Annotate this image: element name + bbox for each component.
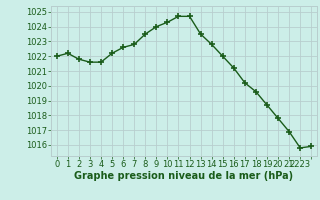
X-axis label: Graphe pression niveau de la mer (hPa): Graphe pression niveau de la mer (hPa)	[75, 171, 293, 181]
